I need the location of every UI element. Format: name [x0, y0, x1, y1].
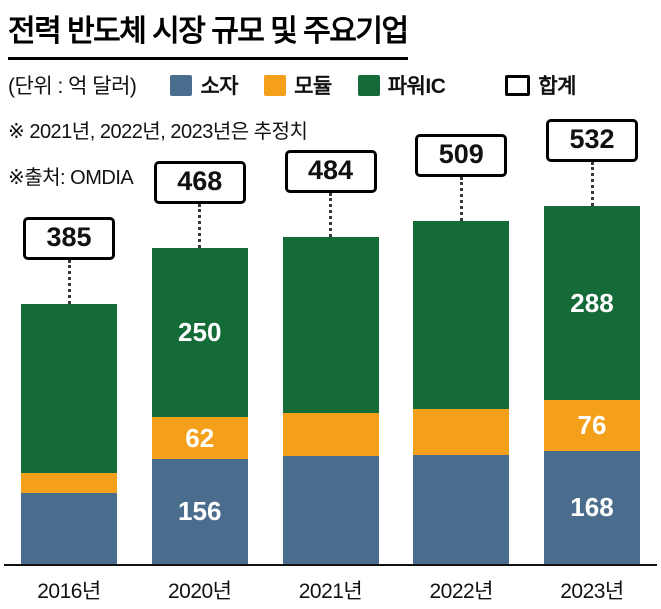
total-value: 484 — [307, 155, 354, 186]
bar-segment-device: 156 — [151, 459, 248, 564]
legend-label-total: 합계 — [538, 75, 576, 98]
segment-value: 288 — [570, 287, 614, 318]
bar-column-2016: 385 — [21, 217, 117, 564]
stacked-bar: 288 76 168 — [544, 206, 640, 564]
bar-column-2022: 509 — [413, 134, 510, 564]
x-axis-label-2016: 2016년 — [37, 580, 101, 603]
note-source: ※출처: OMDIA — [8, 167, 134, 189]
segment-value: 168 — [570, 492, 614, 522]
legend: (단위 : 억 달러) 소자 모듈 파워IC 합계 — [8, 70, 653, 100]
dotted-connector — [459, 177, 463, 221]
stacked-bar-chart: 385 468 250 62 156 — [0, 119, 661, 605]
legend-label-module: 모듈 — [294, 75, 332, 98]
total-value: 509 — [438, 139, 484, 170]
legend-swatch-module — [264, 74, 287, 96]
unit-label: (단위 : 억 달러) — [8, 75, 137, 98]
plot-area: 385 468 250 62 156 — [0, 119, 661, 564]
dotted-connector — [67, 260, 71, 304]
bar-segment-module — [413, 409, 510, 455]
bar-segment-module: 76 — [544, 400, 640, 451]
total-box: 484 — [284, 150, 377, 193]
segment-value: 62 — [185, 422, 215, 453]
bar-segment-power-ic — [282, 237, 379, 413]
segment-value: 250 — [178, 317, 222, 347]
bar-segment-module — [21, 473, 117, 493]
bar-segment-device — [282, 456, 379, 564]
x-axis-label-2020: 2020년 — [167, 580, 232, 603]
bar-segment-power-ic: 250 — [151, 248, 248, 417]
x-axis-label-2021: 2021년 — [298, 580, 363, 603]
segment-value: 156 — [178, 496, 222, 526]
stacked-bar: 250 62 156 — [151, 248, 248, 564]
legend-swatch-power-ic — [357, 74, 380, 96]
stacked-bar — [413, 221, 510, 564]
bar-segment-power-ic — [21, 304, 117, 473]
x-axis-label-2022: 2022년 — [429, 580, 494, 603]
legend-item-device: 소자 — [170, 70, 239, 100]
legend-item-total: 합계 — [505, 70, 576, 100]
bar-segment-power-ic — [413, 221, 510, 409]
legend-item-power-ic: 파워IC — [357, 70, 446, 100]
bar-column-2023: 532 288 76 168 — [544, 119, 640, 564]
x-axis-label-2023: 2023년 — [560, 580, 624, 603]
total-value: 532 — [569, 124, 615, 155]
bar-column-2021: 484 — [282, 150, 379, 564]
note-estimates: ※ 2021년, 2022년, 2023년은 추정치 — [8, 121, 308, 143]
dotted-connector — [198, 204, 202, 248]
segment-value: 76 — [577, 410, 607, 440]
legend-label-power-ic: 파워IC — [387, 75, 446, 98]
bar-segment-module: 62 — [151, 417, 248, 459]
total-box: 468 — [153, 161, 246, 204]
bar-column-2020: 468 250 62 156 — [151, 161, 248, 564]
bar-segment-device: 168 — [544, 451, 640, 564]
chart-title: 전력 반도체 시장 규모 및 주요기업 — [8, 6, 409, 60]
bar-segment-device — [21, 493, 117, 564]
bar-segment-power-ic: 288 — [544, 206, 640, 400]
dotted-connector — [590, 162, 594, 206]
stacked-bar — [21, 304, 117, 564]
dotted-connector — [329, 193, 332, 237]
total-box: 532 — [546, 119, 638, 162]
bar-segment-module — [282, 413, 379, 456]
stacked-bar — [282, 237, 379, 564]
legend-swatch-device — [170, 74, 193, 96]
total-box: 385 — [23, 217, 115, 260]
total-box: 509 — [415, 134, 508, 177]
x-axis-labels: 2016년 2020년 2021년 2022년 2023년 — [0, 566, 661, 605]
total-value: 385 — [46, 222, 92, 253]
bar-segment-device — [413, 455, 510, 564]
legend-label-device: 소자 — [200, 75, 239, 98]
total-value: 468 — [177, 166, 223, 197]
x-axis-line — [4, 564, 657, 566]
legend-item-module: 모듈 — [264, 70, 332, 100]
legend-swatch-total — [505, 74, 531, 96]
